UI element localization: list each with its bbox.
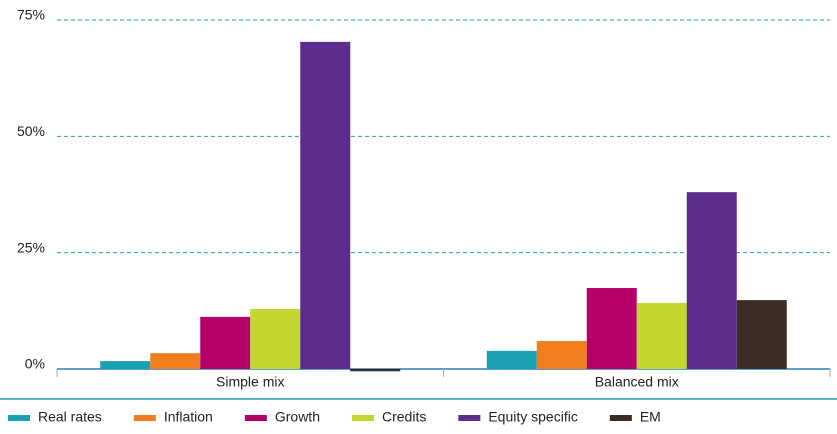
bar: [586, 288, 637, 369]
legend-label: Real rates: [38, 409, 102, 425]
bar: [486, 350, 537, 369]
legend-label: EM: [640, 409, 661, 425]
legend-swatch: [458, 415, 481, 421]
legend-label: Equity specific: [488, 409, 577, 425]
x-tick-label: Balanced mix: [595, 374, 679, 390]
bar: [250, 308, 301, 369]
y-tick-label: 25%: [17, 239, 45, 255]
bar: [150, 353, 201, 369]
y-tick-label: 75%: [17, 7, 45, 23]
x-tick-label: Simple mix: [216, 374, 284, 390]
legend-swatch: [133, 415, 156, 421]
legend-swatch: [609, 415, 632, 421]
y-tick-label: 0%: [25, 356, 45, 372]
bar: [686, 192, 737, 369]
bar: [536, 341, 587, 369]
legend-label: Inflation: [164, 409, 213, 425]
bar: [100, 361, 151, 369]
legend-label: Credits: [382, 409, 426, 425]
legend-swatch: [8, 415, 30, 421]
legend-swatch: [351, 415, 374, 421]
y-tick-label: 50%: [17, 123, 45, 139]
legend-swatch: [244, 415, 267, 421]
bar: [300, 41, 351, 369]
bar: [636, 302, 687, 369]
legend-label: Growth: [275, 409, 320, 425]
bar: [350, 369, 401, 372]
bar: [736, 300, 787, 369]
bar: [200, 316, 251, 369]
